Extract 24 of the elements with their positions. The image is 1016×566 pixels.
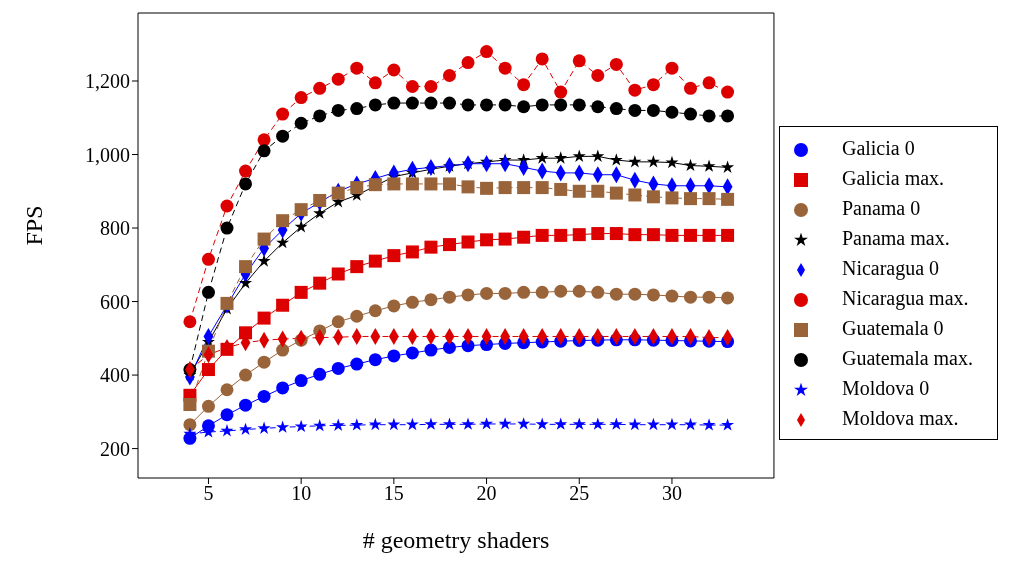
- x-axis-title: # geometry shaders: [362, 527, 550, 553]
- y-tick-label: 400: [100, 364, 130, 387]
- legend-label: Nicaragua 0: [841, 257, 940, 279]
- legend-label: Panama max.: [841, 227, 950, 249]
- y-tick-label: 200: [100, 437, 130, 460]
- y-tick-label: 1,000: [85, 143, 130, 166]
- legend-label: Guatemala max.: [841, 347, 973, 369]
- legend-label: Moldova 0: [841, 377, 930, 399]
- x-tick-label: 10: [291, 482, 312, 505]
- y-tick-label: 800: [100, 217, 130, 240]
- x-tick-label: 15: [383, 482, 404, 505]
- x-tick-label: 20: [476, 482, 497, 505]
- x-tick-label: 5: [203, 482, 214, 505]
- x-tick-label: 25: [569, 482, 590, 505]
- legend-label: Panama 0: [841, 197, 921, 219]
- x-tick-label: 30: [661, 482, 682, 505]
- y-tick-label: 600: [100, 290, 130, 313]
- legend-label: Galicia max.: [841, 167, 945, 189]
- y-axis-title: FPS: [20, 205, 47, 246]
- y-tick-label: 1,200: [85, 70, 130, 93]
- legend-label: Galicia 0: [841, 137, 915, 159]
- legend-label: Guatemala 0: [841, 317, 944, 339]
- legend-label: Moldova max.: [841, 407, 959, 429]
- legend-label: Nicaragua max.: [841, 287, 969, 309]
